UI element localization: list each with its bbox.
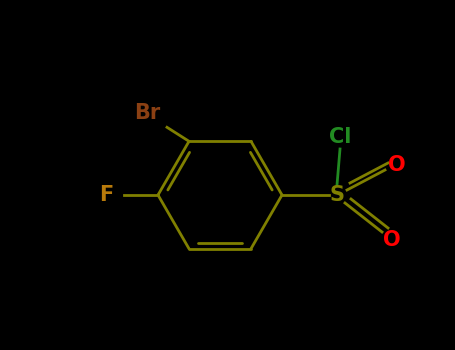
Text: Br: Br [134,103,160,123]
Text: S: S [329,185,344,205]
Text: Cl: Cl [329,127,351,147]
Text: F: F [99,185,113,205]
Text: O: O [388,155,406,175]
Text: O: O [383,230,401,250]
